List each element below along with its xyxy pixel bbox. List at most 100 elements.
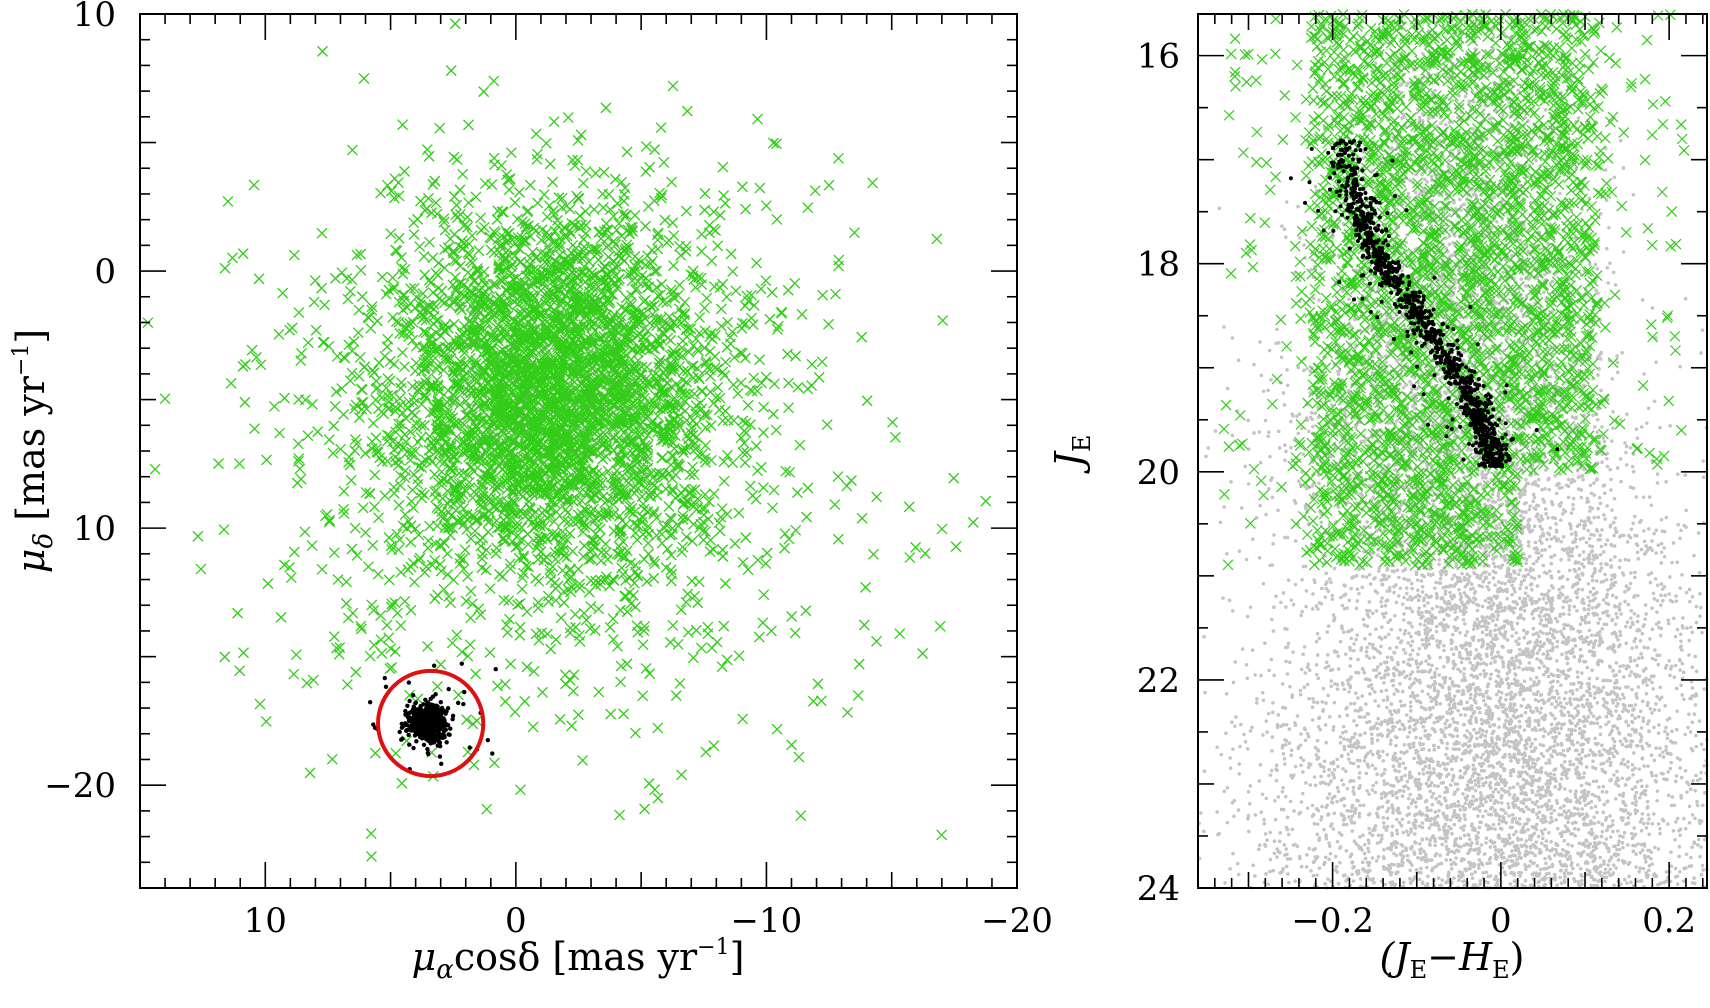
field-star-point (402, 402, 414, 414)
field-star-point (454, 184, 466, 196)
field-star-point (936, 523, 948, 535)
field-star-point (569, 609, 581, 620)
field-star-point (719, 197, 731, 209)
field-star-point (381, 341, 393, 353)
field-star-point (375, 634, 387, 646)
field-star-point (719, 578, 731, 589)
field-star-point (842, 706, 853, 718)
field-star-point (619, 590, 631, 602)
member-star-point (444, 740, 449, 745)
field-star-point (696, 386, 708, 397)
member-star-point (461, 701, 466, 707)
field-star-point (823, 318, 834, 330)
field-star-point (744, 480, 756, 492)
field-star-point (570, 621, 582, 633)
field-star-point (789, 627, 801, 639)
field-star-point (457, 168, 469, 180)
field-star-point (340, 598, 352, 609)
field-star-point (414, 241, 426, 252)
field-star-point (488, 75, 500, 87)
field-star-point (860, 581, 872, 593)
field-star-point (934, 620, 946, 632)
field-star-point (674, 303, 685, 315)
field-star-point (238, 647, 249, 659)
field-star-point (705, 534, 716, 546)
field-star-point (504, 558, 516, 570)
field-star-point (936, 829, 948, 841)
field-star-point (435, 659, 447, 670)
field-star-point (331, 350, 343, 362)
field-star-point (299, 394, 311, 406)
field-star-point (640, 166, 652, 177)
field-star-point (722, 414, 734, 426)
field-star-point (323, 516, 335, 528)
member-star-point (446, 686, 451, 692)
field-star-point (740, 532, 752, 544)
field-star-point (219, 262, 231, 274)
field-star-point (277, 287, 289, 299)
field-star-point (752, 113, 763, 125)
field-star-point (600, 102, 612, 114)
field-star-point (328, 631, 340, 643)
field-star-point (671, 378, 682, 390)
field-star-point (680, 240, 692, 252)
field-star-point (429, 593, 441, 605)
field-star-point (418, 250, 430, 262)
field-star-point (852, 689, 864, 701)
field-star-point (690, 624, 702, 636)
field-star-point (415, 487, 427, 499)
field-star-point (696, 228, 708, 240)
field-star-point (764, 313, 776, 325)
field-star-point (694, 312, 706, 324)
field-star-point (656, 278, 668, 290)
field-star-point (715, 320, 727, 332)
member-star-point (433, 704, 439, 709)
field-star-point (316, 282, 328, 294)
field-star-point (817, 289, 829, 301)
field-star-point (273, 328, 285, 340)
field-star-point (381, 179, 393, 191)
field-star-point (832, 152, 844, 164)
field-star-point (483, 283, 495, 295)
field-star-point (159, 393, 171, 405)
field-star-point (760, 200, 772, 212)
field-star-point (416, 492, 428, 504)
field-star-point (336, 383, 348, 395)
field-star-point (341, 679, 353, 691)
member-star-point (420, 732, 426, 737)
field-star-point (793, 751, 805, 763)
field-star-point (415, 432, 427, 443)
member-star-point (406, 680, 412, 685)
field-star-point (286, 322, 298, 334)
field-star-point (652, 229, 663, 241)
field-star-point (249, 423, 261, 435)
member-star-point (434, 709, 440, 714)
field-star-point (801, 511, 812, 523)
field-star-point (458, 467, 470, 479)
field-star-point (443, 590, 455, 602)
field-star-point (687, 461, 699, 473)
field-star-point (627, 589, 639, 601)
field-star-point (771, 213, 783, 225)
field-star-point (598, 166, 610, 178)
field-star-point (564, 622, 576, 634)
field-star-point (461, 513, 473, 525)
field-star-point (396, 347, 408, 358)
field-star-point (338, 485, 350, 497)
field-star-point (687, 360, 699, 372)
field-star-point (459, 544, 471, 556)
field-star-point (149, 463, 161, 475)
field-star-point (412, 478, 424, 490)
field-star-point (288, 249, 300, 261)
field-star-point (373, 512, 385, 524)
field-star-point (363, 312, 375, 324)
field-star-point (680, 531, 692, 543)
field-star-point (758, 589, 770, 601)
field-star-point (227, 252, 238, 264)
field-star-point (399, 165, 410, 177)
field-star-point (904, 552, 916, 563)
field-star-point (519, 695, 531, 707)
member-star-point (462, 689, 467, 695)
field-star-point (351, 549, 363, 561)
field-star-point (786, 611, 798, 622)
